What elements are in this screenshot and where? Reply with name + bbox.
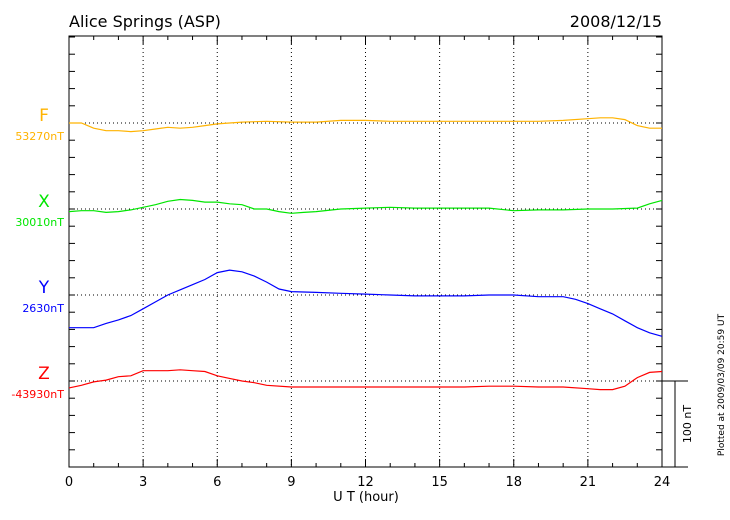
x-tick-label: 18 (505, 475, 522, 490)
series-name-y: Y (38, 278, 50, 298)
series-name-f: F (39, 106, 49, 126)
series-group (68, 117, 663, 391)
plot-frame (68, 35, 663, 468)
chart-date: 2008/12/15 (570, 12, 662, 31)
x-tick-label: 21 (580, 475, 597, 490)
series-baseline-x: 30010nT (15, 216, 64, 229)
x-tick-label: 24 (654, 475, 671, 490)
series-line-z (68, 369, 663, 391)
axis-ticks: 0 3 6 9 12 15 18 21 24 (65, 36, 670, 490)
series-name-z: Z (38, 364, 50, 384)
series-line-f (69, 117, 662, 133)
x-tick-label: 0 (65, 475, 73, 490)
scale-bar-label: 100 nT (681, 405, 694, 443)
x-axis-label: U T (hour) (333, 490, 399, 505)
series-line-x (68, 198, 663, 214)
x-tick-label: 9 (287, 475, 295, 490)
series-labels: F 53270nT X 30010nT Y 2630nT Z -43930nT (11, 106, 64, 401)
x-tick-label: 6 (213, 475, 221, 490)
plotted-at-footer: Plotted at 2009/03/09 20:59 UT (717, 313, 727, 456)
grid (69, 36, 662, 467)
series-baseline-y: 2630nT (22, 302, 64, 315)
series-name-x: X (38, 192, 50, 212)
chart-title: Alice Springs (ASP) (69, 12, 221, 31)
x-tick-label: 15 (431, 475, 448, 490)
series-baseline-z: -43930nT (11, 388, 64, 401)
series-baseline-f: 53270nT (15, 130, 64, 143)
scale-bar: 100 nT (662, 380, 694, 468)
x-tick-label: 3 (139, 475, 147, 490)
series-line-y (69, 269, 663, 337)
x-tick-label: 12 (357, 475, 374, 490)
